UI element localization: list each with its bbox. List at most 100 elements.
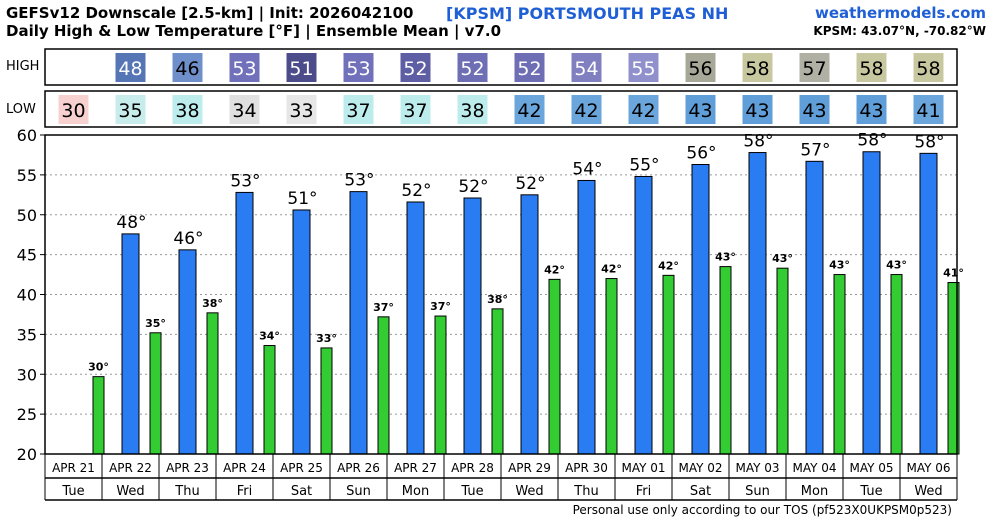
- high-cell-value: 52: [403, 58, 427, 80]
- low-cell-value: 42: [517, 100, 541, 122]
- low-label: 34°: [259, 330, 280, 343]
- chart-title-line1: GEFSv12 Downscale [2.5-km] | Init: 20260…: [6, 4, 414, 22]
- station-name: [KPSM] PORTSMOUTH PEAS NH: [446, 4, 729, 23]
- low-bar: [206, 312, 219, 455]
- low-bars: [92, 266, 960, 455]
- low-bar: [434, 315, 447, 455]
- high-cells-group: 48 46 53 51 53 52 52 52 54 55 56 58 57 58 58: [115, 53, 944, 82]
- high-cell: [799, 53, 830, 82]
- high-bar: [463, 197, 482, 455]
- high-cell-value: 53: [346, 58, 370, 80]
- x-weekday-label: Sun: [745, 484, 770, 499]
- low-cell-value: 42: [574, 100, 598, 122]
- y-tick-label: 40: [17, 286, 37, 305]
- x-weekday-label: Sat: [291, 484, 312, 499]
- station-coordinates: KPSM: 43.07°N, -70.82°W: [813, 24, 986, 38]
- high-bar: [691, 164, 710, 455]
- x-weekday-label: Wed: [914, 484, 942, 499]
- x-weekday-label: Sun: [346, 484, 371, 499]
- high-cell-value: 52: [460, 58, 484, 80]
- low-cell: [799, 95, 830, 124]
- x-weekday-label: Mon: [402, 484, 429, 499]
- low-label: 35°: [145, 317, 166, 330]
- high-cell: [742, 53, 773, 82]
- low-label: 37°: [373, 301, 394, 314]
- high-label: 56°: [686, 144, 716, 164]
- high-label: 57°: [800, 140, 830, 160]
- low-label: 43°: [772, 252, 793, 265]
- brand-link[interactable]: weathermodels.com: [814, 4, 986, 22]
- high-label: 51°: [287, 189, 317, 209]
- x-date-label: MAY 03: [735, 461, 779, 475]
- x-date-label: APR 22: [109, 461, 152, 475]
- y-tick-label: 20: [17, 445, 37, 464]
- high-label: 52°: [458, 177, 488, 197]
- x-weekday-label: Tue: [460, 484, 483, 499]
- high-cell: [913, 53, 944, 82]
- x-weekday-label: Wed: [515, 484, 543, 499]
- low-label: 42°: [658, 259, 679, 272]
- high-cell-value: 48: [118, 58, 142, 80]
- low-bar: [890, 274, 903, 455]
- high-cell: [628, 53, 659, 82]
- low-bar: [833, 274, 846, 455]
- x-date-label: APR 24: [223, 461, 266, 475]
- high-bar: [862, 151, 881, 455]
- low-label: 43°: [886, 259, 907, 272]
- low-cell: [913, 95, 944, 124]
- high-bar: [406, 201, 425, 455]
- low-row-label: LOW: [6, 102, 36, 117]
- low-bar: [662, 274, 675, 455]
- low-cells-group: 30 35 38 34 33 37 37 38 42 42 42 43 43 43 43 41: [58, 95, 944, 124]
- low-cell: [286, 95, 317, 124]
- low-bar: [548, 278, 561, 455]
- low-label: 43°: [715, 251, 736, 264]
- low-cell-value: 35: [118, 100, 142, 122]
- high-cell: [286, 53, 317, 82]
- low-cell: [115, 95, 146, 124]
- y-axis: 20 25 30 35 40 45 50 55 60: [17, 126, 45, 464]
- x-date-label: APR 29: [508, 461, 551, 475]
- y-tick-label: 50: [17, 206, 37, 225]
- high-label: 52°: [401, 181, 431, 201]
- x-date-label: MAY 05: [849, 461, 893, 475]
- low-label: 38°: [202, 297, 223, 310]
- y-tick-label: 30: [17, 365, 37, 384]
- high-bar: [919, 152, 938, 455]
- x-weekday-label: Thu: [573, 484, 598, 499]
- x-weekday-label: Fri: [636, 484, 652, 499]
- low-cell-value: 43: [688, 100, 712, 122]
- high-label: 46°: [173, 229, 203, 249]
- high-cell-value: 58: [745, 58, 769, 80]
- high-cell-value: 57: [802, 58, 826, 80]
- y-tick-label: 25: [17, 405, 37, 424]
- low-bar: [491, 308, 504, 455]
- low-cell-value: 34: [232, 100, 256, 122]
- high-cell: [343, 53, 374, 82]
- high-cell-value: 56: [688, 58, 712, 80]
- high-label: 53°: [230, 171, 260, 191]
- high-bar: [577, 179, 596, 455]
- high-cell-value: 55: [631, 58, 655, 80]
- high-cell-value: 54: [574, 58, 598, 80]
- high-bar: [634, 175, 653, 455]
- low-cell: [685, 95, 716, 124]
- high-cell-value: 46: [175, 58, 199, 80]
- high-bar: [292, 209, 311, 455]
- x-weekday-label: Wed: [116, 484, 144, 499]
- x-date-label: MAY 01: [621, 461, 665, 475]
- low-cell: [571, 95, 602, 124]
- high-cell: [115, 53, 146, 82]
- x-date-label: APR 26: [337, 461, 380, 475]
- high-row-label: HIGH: [6, 59, 39, 74]
- low-bar: [320, 347, 333, 455]
- high-bar: [178, 249, 197, 455]
- x-weekday-label: Sat: [690, 484, 711, 499]
- x-weekday-label: Mon: [801, 484, 828, 499]
- high-cell: [514, 53, 545, 82]
- low-label: 33°: [316, 332, 337, 345]
- low-cell-value: 37: [346, 100, 370, 122]
- high-cell: [400, 53, 431, 82]
- high-bar: [121, 233, 140, 455]
